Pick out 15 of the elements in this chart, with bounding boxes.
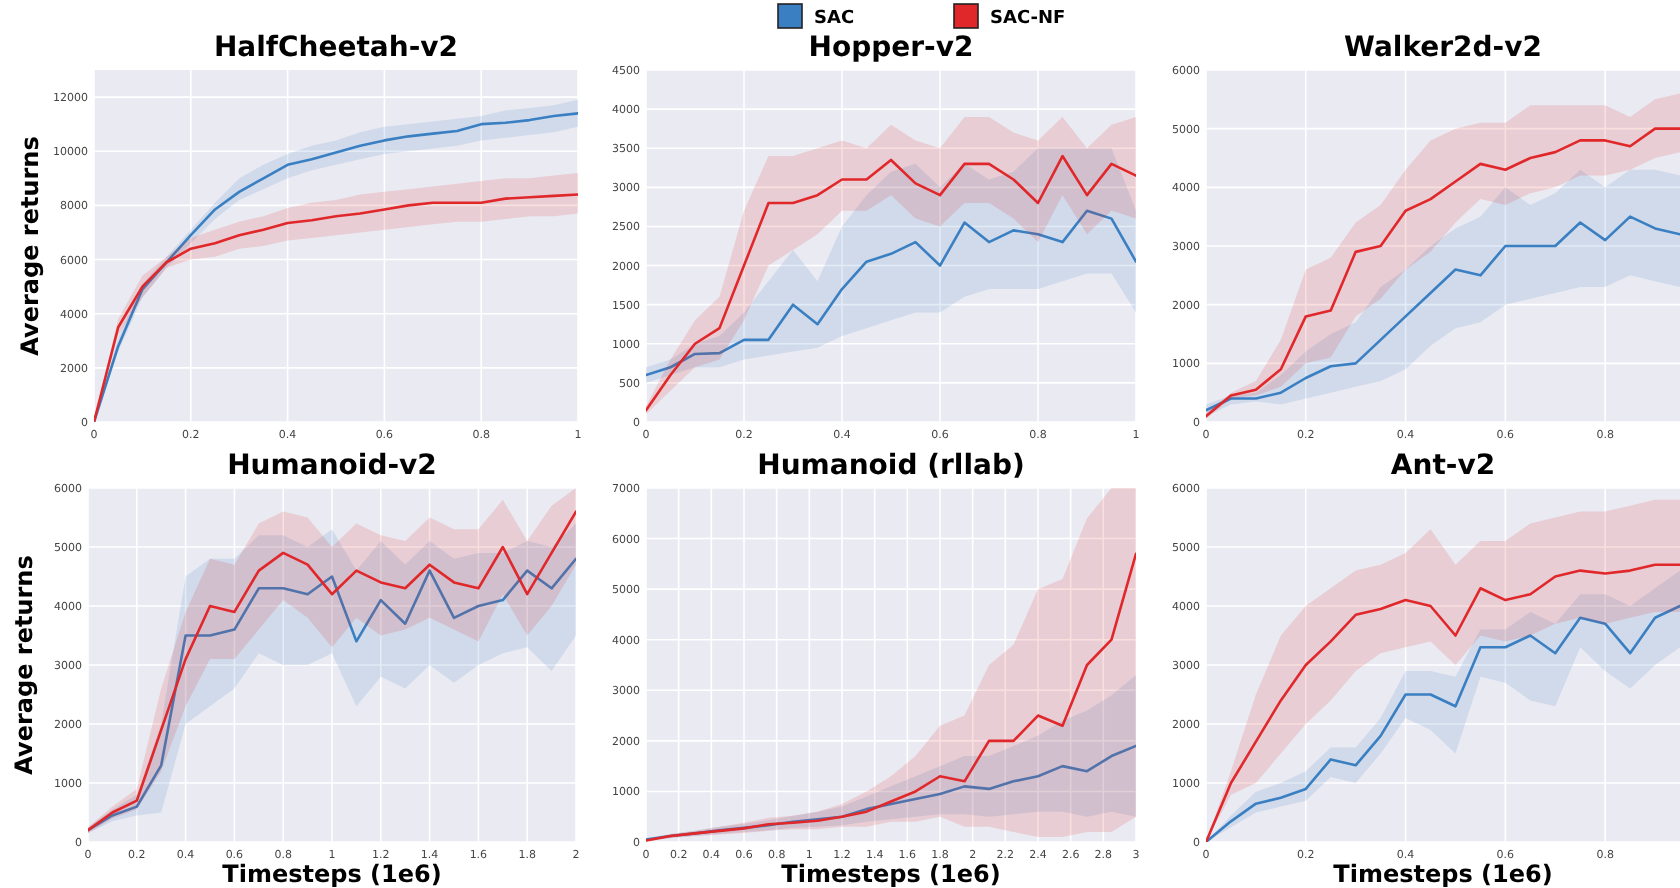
legend-label: SAC	[814, 9, 855, 29]
chart-title: Humanoid (rllab)	[757, 450, 1025, 482]
line-series	[1206, 215, 1680, 412]
chart-title: Humanoid-v2	[227, 450, 437, 482]
x-axis-title: Timesteps (1e6)	[781, 860, 1001, 888]
chart-title: HalfCheetah-v2	[213, 32, 459, 64]
chart-title: Ant-v2	[1390, 450, 1496, 482]
x-axis-title: Timesteps (1e6)	[222, 860, 442, 888]
line-series	[646, 209, 1136, 377]
y-axis-title: Average returns	[10, 555, 38, 775]
chart-title: Hopper-v2	[808, 32, 974, 64]
y-axis-title: Average returns	[16, 136, 44, 356]
legend-label: SAC-NF	[990, 9, 1066, 29]
x-axis-title: Timesteps (1e6)	[1333, 860, 1553, 888]
chart-title: Walker2d-v2	[1344, 32, 1542, 64]
